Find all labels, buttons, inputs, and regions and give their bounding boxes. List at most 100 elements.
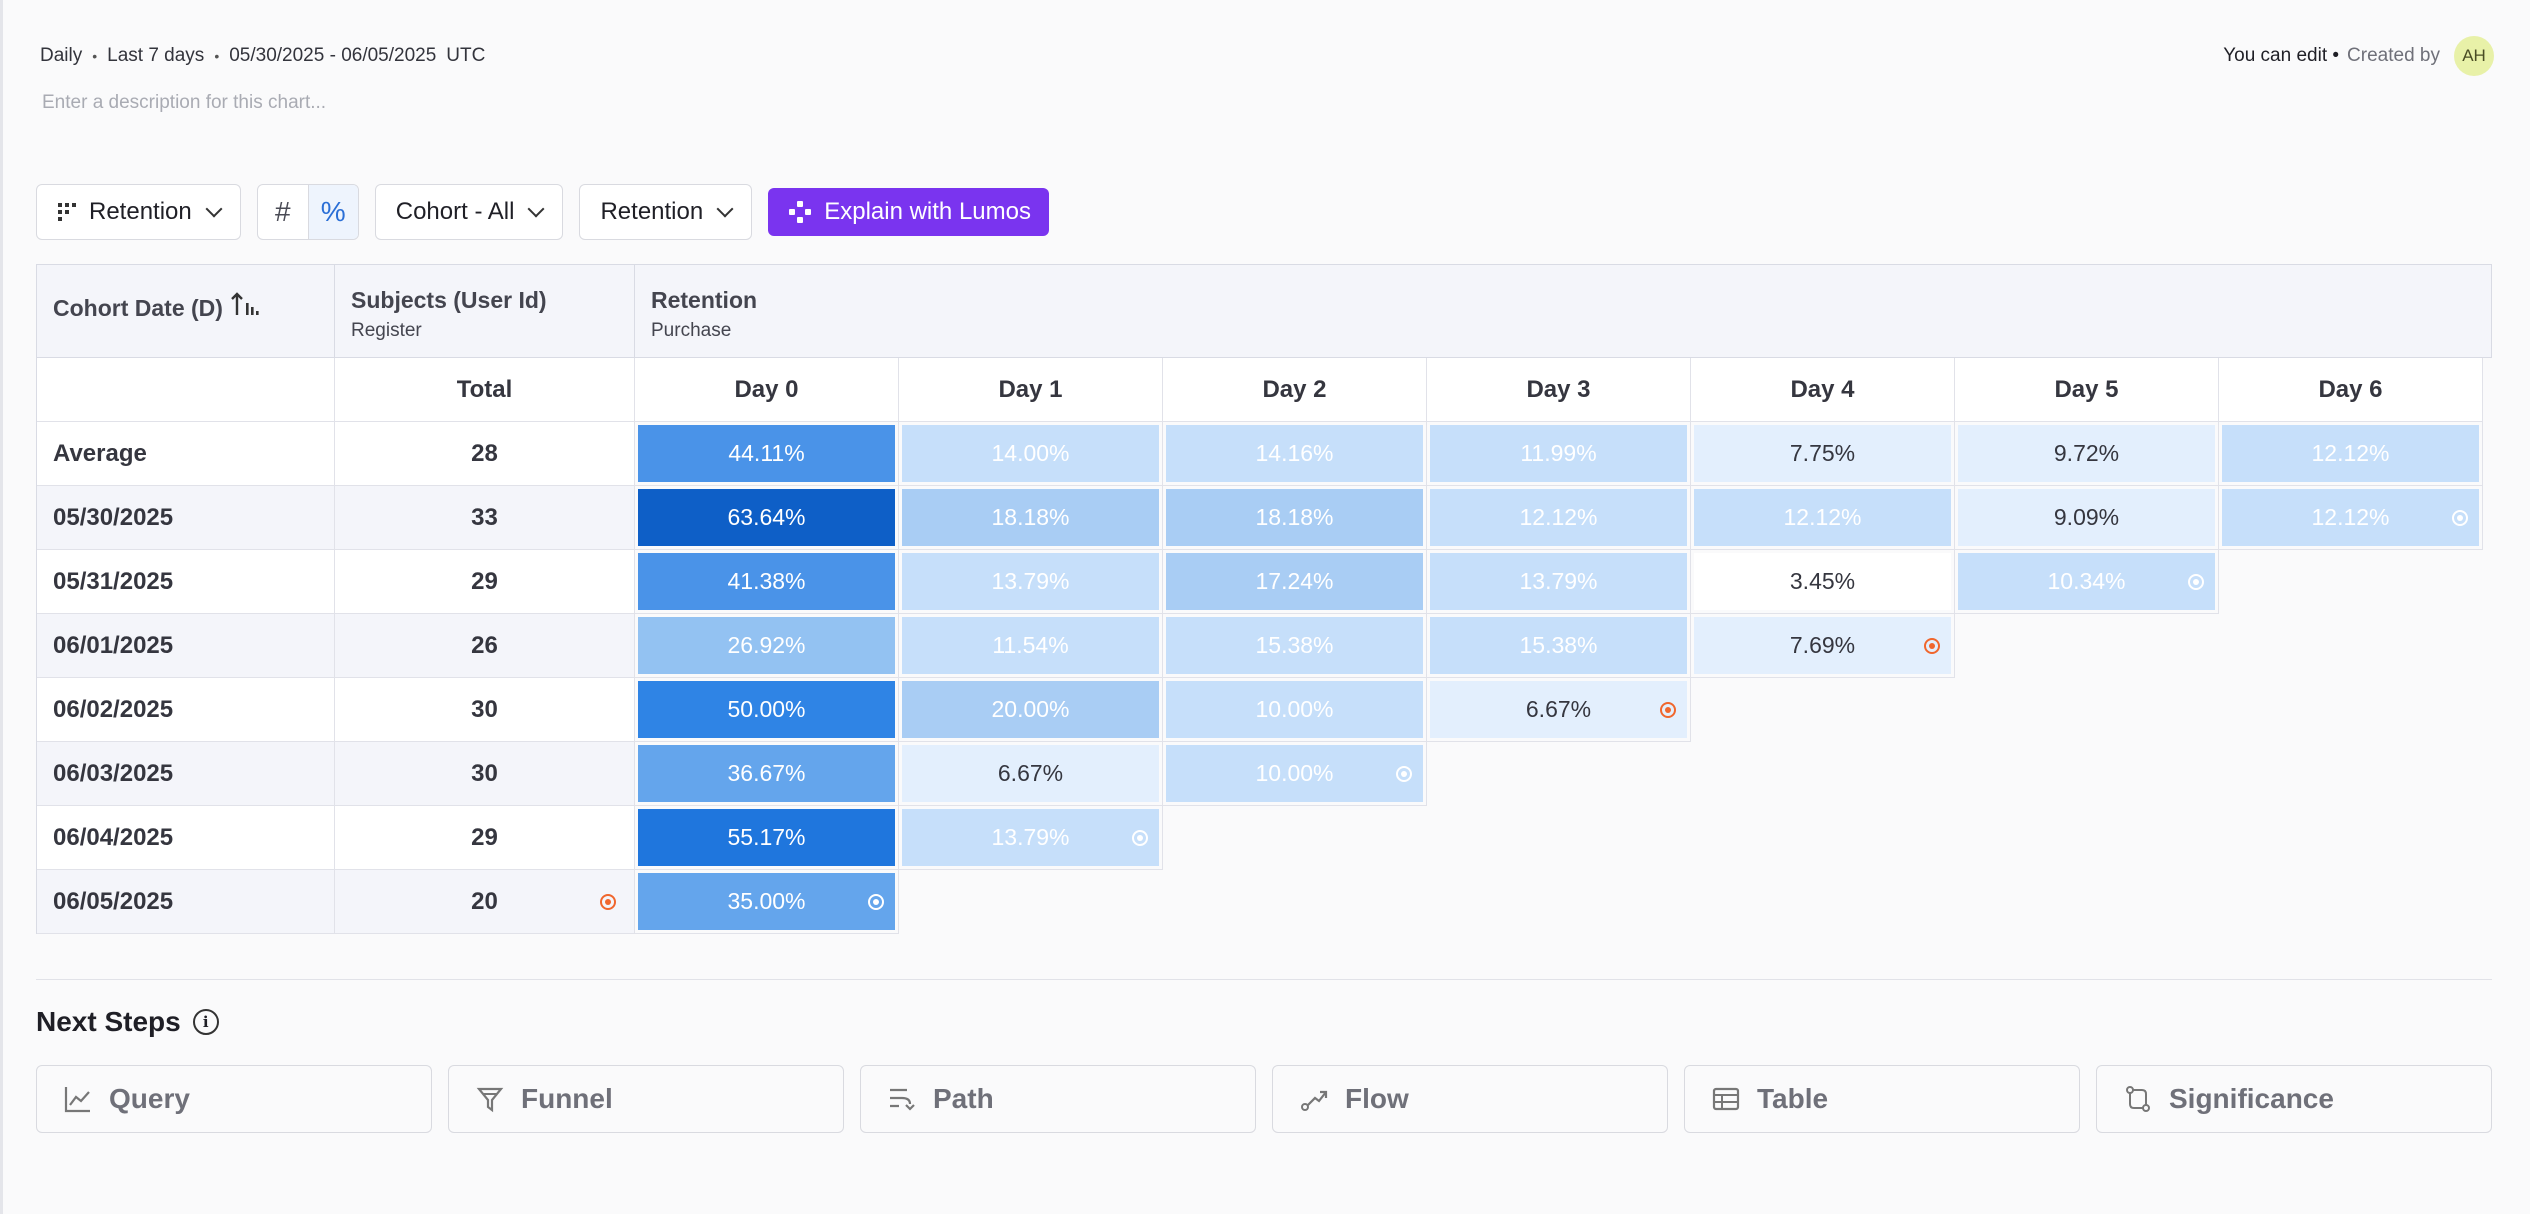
retention-cell[interactable]: 41.38%: [635, 550, 899, 614]
date-range-text[interactable]: 05/30/2025 - 06/05/2025: [229, 45, 437, 66]
retention-cell[interactable]: 7.75%: [1691, 422, 1955, 486]
retention-cell[interactable]: 3.45%: [1691, 550, 1955, 614]
lumos-sparkle-icon: [789, 201, 812, 223]
description-field[interactable]: Enter a description for this chart...: [42, 92, 327, 113]
retention-cell[interactable]: 13.79%: [1427, 550, 1691, 614]
next-step-funnel-button[interactable]: Funnel: [448, 1065, 844, 1133]
cohort-date-header[interactable]: Cohort Date (D): [37, 265, 335, 357]
retention-cell[interactable]: 12.12%: [2219, 486, 2483, 550]
retention-value: 12.12%: [2311, 440, 2390, 466]
retention-cell[interactable]: 10.34%: [1955, 550, 2219, 614]
count-toggle[interactable]: #: [274, 196, 291, 227]
day-header: Day 4: [1691, 358, 1955, 422]
retention-cell[interactable]: 10.00%: [1163, 742, 1427, 806]
retention-cell[interactable]: 13.79%: [899, 550, 1163, 614]
cohort-date-title: Cohort Date (D): [53, 295, 223, 321]
incomplete-indicator-icon: [1132, 829, 1148, 846]
retention-value: 12.12%: [1783, 504, 1862, 530]
empty-cell: [1955, 806, 2219, 870]
retention-cell[interactable]: 13.79%: [899, 806, 1163, 870]
retention-cell[interactable]: 10.00%: [1163, 678, 1427, 742]
created-by-label: Created by: [2347, 45, 2440, 66]
retention-cell[interactable]: 35.00%: [635, 870, 899, 934]
cohort-dropdown[interactable]: Cohort - All: [374, 184, 564, 240]
retention-cell[interactable]: 26.92%: [635, 614, 899, 678]
next-step-flow-button[interactable]: Flow: [1272, 1065, 1668, 1133]
retention-cell[interactable]: 36.67%: [635, 742, 899, 806]
incomplete-indicator-icon: [1396, 765, 1412, 782]
empty-cell: [1163, 806, 1427, 870]
retention-cell-fill: [902, 681, 1159, 738]
empty-cell: [899, 870, 1163, 934]
retention-cell[interactable]: 6.67%: [899, 742, 1163, 806]
retention-value: 63.64%: [727, 504, 806, 530]
retention-cell[interactable]: 50.00%: [635, 678, 899, 742]
retention-cell[interactable]: 11.99%: [1427, 422, 1691, 486]
next-step-query-button[interactable]: Query: [36, 1065, 432, 1133]
retention-cell[interactable]: 20.00%: [899, 678, 1163, 742]
retention-cell[interactable]: 63.64%: [635, 486, 899, 550]
line-chart-icon: [64, 1087, 90, 1113]
percent-toggle[interactable]: %: [307, 185, 358, 239]
retention-cell[interactable]: 14.16%: [1163, 422, 1427, 486]
retention-grid-icon: [58, 203, 76, 221]
retention-cell[interactable]: 15.38%: [1427, 614, 1691, 678]
explain-with-lumos-button[interactable]: Explain with Lumos: [768, 188, 1049, 236]
sort-icon[interactable]: [231, 291, 259, 317]
table-row: Average 28 44.11% 14.00% 14.16% 11.99% 7.75% 9.…: [36, 422, 2492, 486]
retention-value: 18.18%: [1255, 504, 1334, 530]
table-row: 05/31/2025 29 41.38% 13.79% 17.24% 13.79% 3.45…: [36, 550, 2492, 614]
retention-cell[interactable]: 12.12%: [2219, 422, 2483, 486]
total-cell[interactable]: 28: [335, 422, 635, 486]
incomplete-indicator-icon: [2188, 573, 2204, 590]
total-header: Total: [335, 358, 635, 422]
retention-cell[interactable]: 14.00%: [899, 422, 1163, 486]
total-cell[interactable]: 30: [335, 678, 635, 742]
next-step-label: Query: [109, 1083, 190, 1114]
retention-cell[interactable]: 6.67%: [1427, 678, 1691, 742]
next-step-significance-button[interactable]: Significance: [2096, 1065, 2492, 1133]
retention-cell[interactable]: 15.38%: [1163, 614, 1427, 678]
retention-cell[interactable]: 12.12%: [1691, 486, 1955, 550]
retention-cell[interactable]: 55.17%: [635, 806, 899, 870]
total-cell[interactable]: 29: [335, 550, 635, 614]
total-cell[interactable]: 30: [335, 742, 635, 806]
retention-cell-fill: [638, 425, 895, 482]
info-icon[interactable]: i: [192, 1009, 219, 1035]
total-cell[interactable]: 26: [335, 614, 635, 678]
retention-value: 20.00%: [991, 696, 1070, 722]
incomplete-indicator-icon: [868, 893, 884, 910]
retention-cell[interactable]: 11.54%: [899, 614, 1163, 678]
retention-value: 10.34%: [2047, 568, 2126, 594]
retention-cell[interactable]: 17.24%: [1163, 550, 1427, 614]
retention-title: Retention: [651, 287, 758, 313]
total-cell[interactable]: 33: [335, 486, 635, 550]
next-step-path-button[interactable]: Path: [860, 1065, 1256, 1133]
next-step-label: Flow: [1345, 1083, 1409, 1114]
retention-cell[interactable]: 7.69%: [1691, 614, 1955, 678]
table-row: 06/02/2025 30 50.00% 20.00% 10.00% 6.67%: [36, 678, 2492, 742]
retention-value: 13.79%: [991, 568, 1070, 594]
retention-value: 6.67%: [1525, 696, 1592, 722]
retention-cell[interactable]: 44.11%: [635, 422, 899, 486]
empty-cell: [1427, 870, 1691, 934]
total-cell[interactable]: 20: [335, 870, 635, 934]
retention-cell[interactable]: 18.18%: [899, 486, 1163, 550]
retention-cell[interactable]: 18.18%: [1163, 486, 1427, 550]
metric-dropdown[interactable]: Retention: [579, 184, 753, 240]
left-border: [0, 0, 3, 1214]
retention-cell[interactable]: 12.12%: [1427, 486, 1691, 550]
granularity-text[interactable]: Daily: [40, 45, 83, 66]
next-step-table-button[interactable]: Table: [1684, 1065, 2080, 1133]
retention-cell[interactable]: 9.72%: [1955, 422, 2219, 486]
cohort-label: Cohort - All: [395, 198, 515, 225]
chart-meta: Daily • Last 7 days • 05/30/2025 - 06/05…: [40, 44, 485, 68]
view-type-dropdown[interactable]: Retention: [36, 184, 241, 240]
range-label-text[interactable]: Last 7 days: [107, 45, 205, 66]
total-cell[interactable]: 29: [335, 806, 635, 870]
retention-cell[interactable]: 9.09%: [1955, 486, 2219, 550]
timezone-text: UTC: [446, 45, 486, 66]
retention-cell-fill: [1430, 681, 1687, 738]
retention-cell-fill: [1694, 617, 1951, 674]
avatar[interactable]: AH: [2454, 36, 2494, 76]
